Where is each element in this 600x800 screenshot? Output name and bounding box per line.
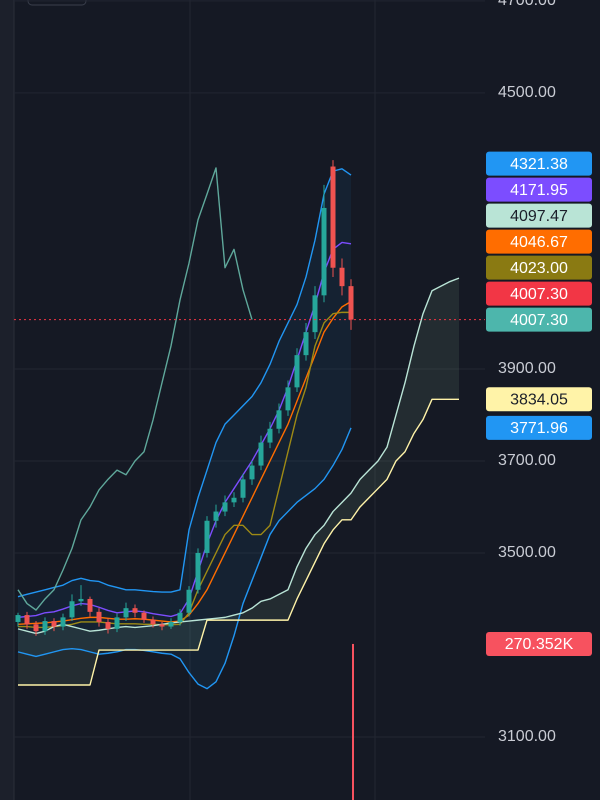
price-badge: [486, 281, 592, 306]
candle-body: [141, 612, 147, 620]
candle-body: [132, 608, 138, 613]
candle-body: [87, 598, 93, 612]
price-badge-label: 4097.47: [510, 208, 568, 225]
band-fill: [18, 168, 351, 689]
grid: [14, 0, 485, 738]
candle-body: [204, 520, 210, 553]
candle-body: [258, 442, 264, 466]
candle-body: [177, 612, 183, 622]
price-badge-label: 4046.67: [510, 234, 568, 251]
y-tick-label: 3900.00: [498, 360, 556, 377]
indicator-line: [18, 398, 459, 686]
candle-body: [168, 621, 174, 627]
price-badge-label: 4007.30: [510, 286, 568, 303]
candle-body: [339, 267, 345, 287]
price-badge: [486, 229, 592, 254]
price-badge: [486, 177, 592, 202]
candle-body: [159, 624, 165, 627]
candle-body: [348, 286, 354, 320]
indicator-line: [17, 168, 352, 598]
price-badge: [486, 203, 592, 228]
price-badge: [486, 387, 592, 412]
candle-body: [15, 615, 21, 622]
candle-body: [60, 617, 66, 627]
candle-body: [294, 355, 300, 388]
price-badge: [486, 151, 592, 176]
candle-body: [24, 615, 30, 625]
toolbar-button[interactable]: [27, 0, 87, 6]
candle-body: [195, 552, 201, 590]
indicator-line: [17, 427, 352, 690]
volume-bar: [352, 643, 354, 800]
candle-body: [213, 511, 219, 521]
candle-body: [42, 621, 48, 632]
price-badge: [486, 415, 592, 440]
price-badge-label: 4321.38: [510, 156, 568, 173]
candle-body: [276, 410, 282, 429]
indicator-lines: [17, 167, 460, 690]
candle-body: [249, 465, 255, 480]
volume-badge: [486, 631, 592, 656]
candle-body: [123, 608, 129, 618]
candle-body: [51, 621, 57, 627]
price-badge: [486, 307, 592, 332]
left-toolbar: [0, 0, 14, 800]
volume-badge-label: 270.352K: [505, 636, 574, 653]
candle-body: [312, 295, 318, 333]
candle-body: [285, 387, 291, 411]
y-tick-label: 3700.00: [498, 452, 556, 469]
candles: [15, 160, 354, 636]
price-badge-label: 3834.05: [510, 392, 568, 409]
candle-body: [96, 611, 102, 622]
candle-body: [303, 332, 309, 356]
indicator-line: [18, 311, 351, 629]
price-badge-label: 4023.00: [510, 260, 568, 277]
y-tick-label: 3100.00: [498, 728, 556, 745]
y-tick-label: 4500.00: [498, 84, 556, 101]
candle-body: [267, 428, 273, 443]
candle-body: [231, 497, 237, 503]
fills: [18, 168, 459, 689]
candle-body: [33, 624, 39, 632]
candle-body: [321, 207, 327, 296]
candle-body: [114, 617, 120, 629]
candle-body: [222, 502, 228, 512]
volume: [352, 643, 354, 800]
candle-body: [330, 166, 336, 268]
candle-body: [150, 619, 156, 625]
indicator-line: [17, 277, 460, 635]
price-badge-label: 3771.96: [510, 420, 568, 437]
candle-body: [240, 479, 246, 498]
band-fill: [18, 278, 459, 685]
candle-body: [105, 621, 111, 629]
y-tick-label: 3500.00: [498, 544, 556, 561]
y-tick-label: 4700.00: [498, 0, 556, 9]
price-badge-label: 4007.30: [510, 312, 568, 329]
price-axis: 4700.00 4500.00 3900.00 3700.00 3500.00 3100.…: [486, 0, 592, 745]
indicator-line: [17, 167, 253, 611]
candle-body: [69, 601, 75, 618]
price-badge: [486, 255, 592, 280]
candle-body: [186, 589, 192, 613]
candle-body: [78, 598, 84, 602]
price-badge-label: 4171.95: [510, 182, 568, 199]
